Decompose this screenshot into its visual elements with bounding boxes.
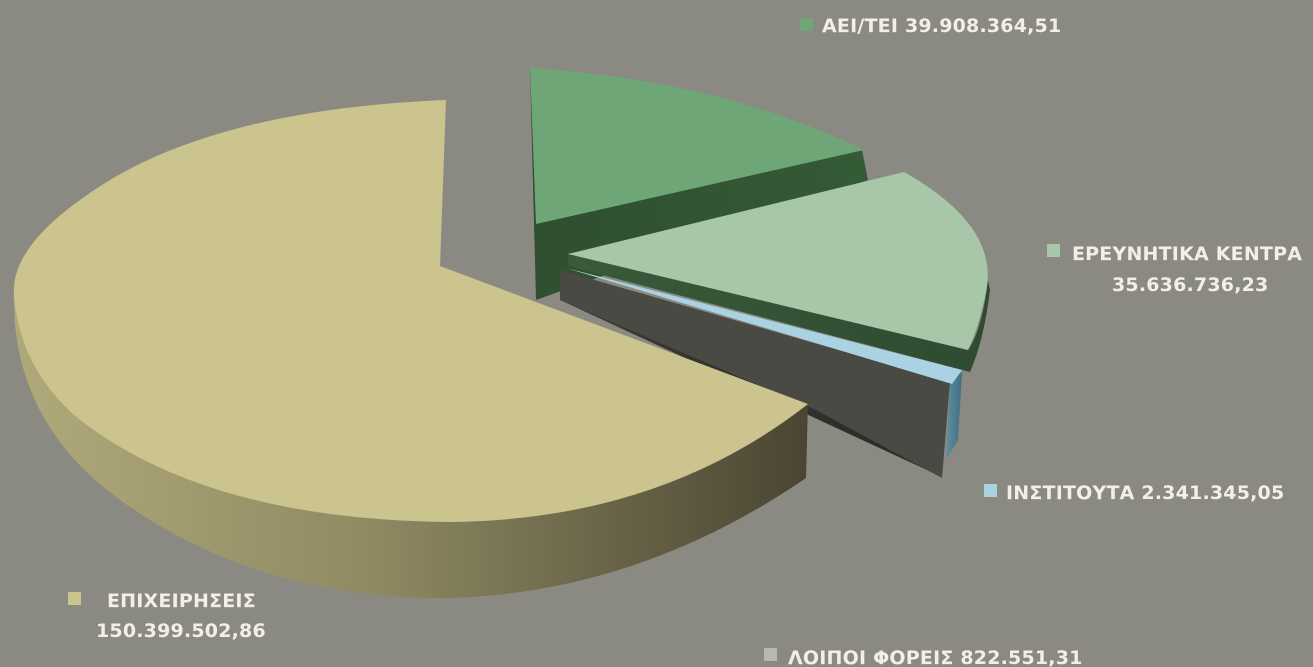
label-erevnitika-value: 35.636.736,23 <box>1112 274 1268 296</box>
label-institouta: ΙΝΣΤΙΤΟΥΤΑ 2.341.345,05 <box>984 482 1284 504</box>
slice-erevnitika <box>568 172 990 372</box>
slice-institouta <box>566 268 962 460</box>
legend-swatch-institouta <box>984 484 997 497</box>
label-erevnitika-name: ΕΡΕΥΝΗΤΙΚΑ ΚΕΝΤΡΑ <box>1072 243 1302 265</box>
slice-epixeiriseis-top <box>13 100 808 522</box>
label-erevnitika: ΕΡΕΥΝΗΤΙΚΑ ΚΕΝΤΡΑ 35.636.736,23 <box>1047 243 1302 296</box>
slice-erevnitika-top <box>568 172 988 350</box>
label-aei-tei: ΑΕΙ/ΤΕΙ 39.908.364,51 <box>800 15 1061 37</box>
legend-swatch-aei-tei <box>800 18 813 31</box>
slice-loipoi-top <box>560 270 950 478</box>
slice-loipoi <box>560 270 950 478</box>
legend-swatch-erevnitika <box>1047 244 1060 257</box>
slice-aei-tei-top <box>530 68 864 224</box>
slice-institouta-side <box>946 372 962 460</box>
legend-swatch-epixeiriseis <box>68 592 81 605</box>
slice-epixeiriseis-side <box>13 290 809 599</box>
label-epixeiriseis-value: 150.399.502,86 <box>96 620 266 642</box>
slice-institouta-top <box>566 268 962 384</box>
slice-aei-tei <box>530 68 868 300</box>
label-epixeiriseis-name: ΕΠΙΧΕΙΡΗΣΕΙΣ <box>107 590 256 612</box>
label-institouta-text: ΙΝΣΤΙΤΟΥΤΑ 2.341.345,05 <box>1006 482 1284 504</box>
slice-epixeiriseis <box>13 100 809 599</box>
label-epixeiriseis: ΕΠΙΧΕΙΡΗΣΕΙΣ 150.399.502,86 <box>68 590 266 642</box>
label-aei-tei-text: ΑΕΙ/ΤΕΙ 39.908.364,51 <box>822 15 1061 37</box>
label-loipoi-text: ΛΟΙΠΟΙ ΦΟΡΕΙΣ 822.551,31 <box>788 647 1083 667</box>
slice-erevnitika-side <box>568 252 990 372</box>
label-loipoi: ΛΟΙΠΟΙ ΦΟΡΕΙΣ 822.551,31 <box>764 647 1083 667</box>
legend-swatch-loipoi <box>764 648 777 661</box>
